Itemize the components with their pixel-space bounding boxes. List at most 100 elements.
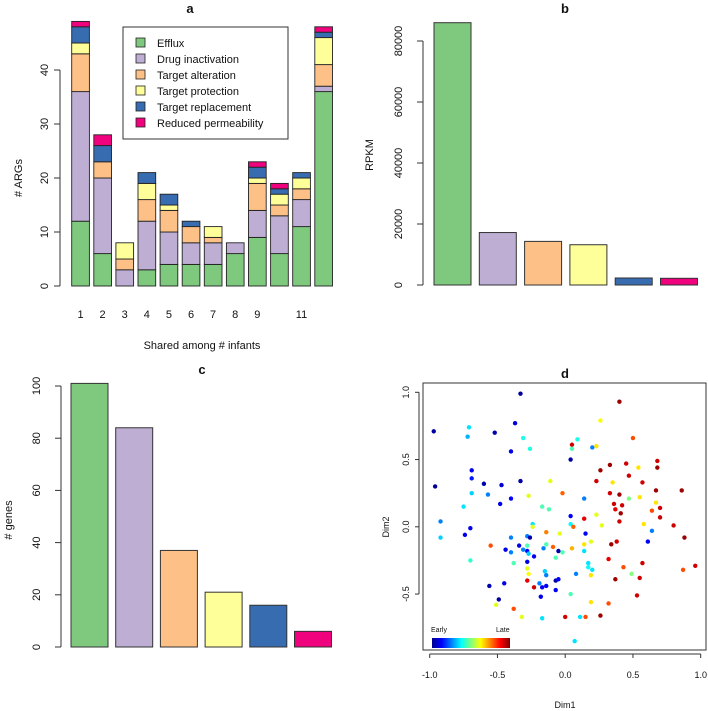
scatter-point [577,614,583,620]
scatter-point [594,478,599,484]
scatter-point [497,501,503,507]
panel-a-title: a [186,1,194,16]
scatter-point [614,539,619,544]
panel-c-title: c [198,362,205,377]
scatter-point [539,616,545,621]
scatter-point [544,573,549,578]
scatter-point [487,583,492,589]
x-tick-label: 8 [232,309,238,321]
panel-d-ylabel: Dim2 [381,516,391,537]
scatter-point [590,445,595,450]
bar-segment [270,188,289,195]
legend-label: Target protection [157,86,239,98]
y-tick-label: 1.0 [401,386,411,399]
bar [70,382,109,648]
scatter-point [544,542,549,547]
scatter-point [508,550,514,555]
scatter-point [508,496,514,501]
scatter-point [693,563,698,569]
bar-segment [93,134,112,147]
scatter-point [544,529,549,535]
scatter-point [640,480,645,485]
scatter-point [598,613,603,618]
y-tick-label: 0 [393,282,405,288]
scatter-point [629,571,634,577]
legend-label: Target alteration [157,70,236,82]
scatter-point [581,516,587,521]
y-tick-label: 60 [31,484,43,496]
scatter-point [516,543,522,548]
panel-d: d Dim2 Dim1 Early Late -1.0 -0.5 0.0 0.5 1.0… [381,366,707,710]
bar-segment [71,53,90,93]
scatter-point [512,421,518,426]
scatter-point [531,585,537,590]
scatter-point [637,575,642,581]
scatter-point [525,578,530,583]
legend-swatch [135,69,146,80]
y-tick-label: 40 [31,536,43,548]
colorbar-high-label: Late [496,627,510,634]
legend-swatch [135,37,146,48]
bar-segment [314,31,333,39]
scatter-point [503,547,508,552]
scatter-point [657,505,663,511]
bar-segment [93,161,112,179]
scatter-point [531,554,537,559]
x-tick-label: 11 [296,309,307,321]
scatter-point [431,429,436,434]
bar-segment [314,91,333,287]
x-tick-label: 4 [144,309,150,321]
legend-label: Reduced permeability [157,118,264,130]
scatter-point [526,571,531,577]
scatter-point [573,571,579,577]
bar-segment [181,226,201,244]
scatter-point [492,430,497,435]
scatter-point [493,602,499,608]
bar [433,22,472,286]
scatter-point [637,495,642,500]
x-tick-label: 3 [122,309,128,321]
bar-segment [203,236,223,244]
legend-swatch [135,117,146,128]
bar [159,549,198,648]
scatter-point [569,546,575,551]
y-tick-label: 10 [39,226,51,238]
scatter-point [542,568,548,574]
scatter-point [575,437,580,442]
bar-segment [270,204,289,217]
bar-segment [159,209,179,233]
scatter-point [617,492,622,497]
bar-segment [159,204,179,211]
bar-segment [248,209,267,238]
bar-segment [137,269,157,287]
scatter-point [541,546,546,551]
x-tick-label: -1.0 [422,670,438,680]
bar-segment [225,242,245,255]
y-tick-label: 20 [31,589,43,601]
scatter-point [544,583,549,589]
scatter-point [586,560,591,566]
scatter-point [679,488,684,493]
scatter-point [560,550,565,555]
bar-segment [292,172,311,179]
y-tick-label: 30 [39,118,51,130]
scatter-point [607,490,613,496]
x-tick-label: 5 [166,309,172,321]
scatter-point [568,457,573,462]
scatter-point [590,567,595,573]
scatter-point [649,528,655,534]
scatter-point [588,599,594,605]
x-tick-label: 2 [100,309,106,321]
legend-box [122,26,289,140]
scatter-point [583,531,588,536]
bar [478,232,517,286]
bar-segment [203,263,223,287]
panel-b-ylabel: RPKM [364,139,376,171]
x-tick-label: -0.5 [490,670,506,680]
legend-label: Drug inactivation [157,54,239,66]
bar-segment [203,242,223,265]
scatter-point [553,587,558,593]
legend-label: Efflux [157,38,185,50]
y-tick-label: 40 [39,64,51,76]
legend-swatch [135,53,146,64]
